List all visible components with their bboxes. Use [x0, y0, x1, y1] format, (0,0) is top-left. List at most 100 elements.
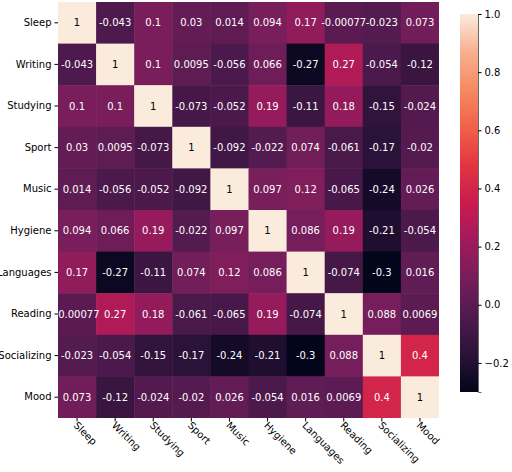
cell-label: 0.03 — [180, 17, 202, 28]
y-tick-mark — [55, 314, 59, 315]
heatmap-cell — [58, 335, 97, 377]
cell-label: 0.17 — [295, 17, 317, 28]
cell-label: -0.054 — [99, 350, 131, 361]
y-tick: Languages — [0, 267, 58, 278]
colorbar-tick: 1.0 — [478, 9, 500, 20]
y-tick-mark — [55, 355, 59, 356]
cell-label: 0.12 — [295, 184, 317, 195]
heatmap-cell — [96, 293, 135, 335]
cell-label: 0.0069 — [402, 309, 437, 320]
cell-label: -0.17 — [369, 142, 395, 153]
colorbar-tick-label: −0.2 — [485, 358, 509, 369]
cell-label: 1 — [341, 309, 347, 320]
cell-label: -0.27 — [102, 267, 128, 278]
heatmap-cell — [325, 44, 364, 86]
heatmap-cell — [96, 168, 135, 210]
heatmap-cell — [210, 335, 249, 377]
heatmap-cell — [58, 376, 97, 418]
heatmap-cell — [401, 293, 439, 335]
x-tick-label: Music — [224, 420, 252, 448]
y-tick: Sleep — [24, 17, 58, 28]
x-tick: Writing — [110, 418, 143, 453]
x-tick-label: Sport — [186, 420, 213, 447]
heatmap-cell — [363, 2, 402, 44]
heatmap-cell — [172, 210, 211, 252]
heatmap-cell — [134, 293, 173, 335]
cell-label: -0.17 — [178, 350, 204, 361]
cell-label: -0.061 — [328, 142, 360, 153]
cell-label: -0.054 — [404, 225, 436, 236]
x-tick-label: Studying — [148, 420, 187, 459]
x-tick-label: Mood — [415, 420, 442, 447]
heatmap-cell — [172, 85, 211, 127]
cell-label: 1 — [417, 392, 423, 403]
cell-label: 0.026 — [215, 392, 244, 403]
x-tick-label: Hygiene — [262, 420, 299, 457]
heatmap-cell — [287, 210, 326, 252]
cell-label: 0.27 — [333, 59, 355, 70]
heatmap-cell — [363, 210, 402, 252]
heatmap-cell — [401, 2, 439, 44]
cell-label: 1 — [226, 184, 232, 195]
y-tick-label: Sport — [25, 142, 52, 153]
cell-label: -0.043 — [99, 17, 131, 28]
y-tick-mark — [55, 189, 59, 190]
heatmap-cell — [210, 168, 249, 210]
cell-label: -0.023 — [61, 350, 93, 361]
cell-label: 1 — [74, 17, 80, 28]
y-tick-mark — [55, 64, 59, 65]
colorbar-tick-mark — [478, 14, 482, 15]
cell-label: -0.15 — [369, 101, 395, 112]
y-tick-label: Mood — [24, 391, 51, 402]
colorbar — [460, 14, 478, 392]
cell-label: 0.097 — [253, 184, 282, 195]
heatmap-cell — [287, 335, 326, 377]
cell-label: -0.3 — [296, 350, 316, 361]
heatmap-cell — [363, 168, 402, 210]
cell-label: -0.02 — [178, 392, 204, 403]
x-tick: Studying — [148, 418, 187, 459]
heatmap-cell — [363, 127, 402, 169]
colorbar-tick-mark — [478, 130, 482, 131]
heatmap-cell — [58, 168, 97, 210]
cell-label: -0.02 — [407, 142, 433, 153]
heatmap-cell — [401, 252, 439, 294]
colorbar-tick-label: 0.0 — [485, 299, 501, 310]
chart: 1-0.0430.10.030.0140.0940.17-0.00077-0.0… — [0, 0, 512, 472]
colorbar-tick-label: 0.4 — [485, 183, 501, 194]
cell-label: 0.18 — [333, 101, 355, 112]
heatmap-cell — [210, 252, 249, 294]
cell-label: -0.052 — [137, 184, 169, 195]
colorbar-tick: 0.6 — [478, 125, 500, 136]
cell-label: -0.15 — [140, 350, 166, 361]
cell-label: -0.073 — [175, 101, 207, 112]
cell-label: 0.026 — [406, 184, 435, 195]
x-tick: Mood — [415, 418, 442, 447]
cell-label: 1 — [112, 59, 118, 70]
heatmap-cell — [401, 44, 439, 86]
cell-label: -0.022 — [251, 142, 283, 153]
heatmap-cell — [58, 252, 97, 294]
y-tick: Reading — [11, 308, 58, 319]
heatmap-cell — [363, 293, 402, 335]
heatmap-cell — [287, 2, 326, 44]
y-tick-label: Studying — [7, 100, 51, 111]
heatmap-cell — [96, 127, 135, 169]
heatmap-cell — [249, 293, 288, 335]
heatmap-cell — [172, 168, 211, 210]
cell-label: 1 — [264, 225, 270, 236]
y-tick-label: Music — [23, 183, 51, 194]
y-tick: Writing — [16, 59, 58, 70]
heatmap-cell — [210, 2, 249, 44]
y-tick-label: Sleep — [24, 17, 52, 28]
heatmap-cell — [134, 252, 173, 294]
heatmap-cell — [134, 44, 173, 86]
cell-label: 0.1 — [69, 101, 85, 112]
colorbar-tick-label: 0.8 — [485, 67, 501, 78]
cell-label: 0.066 — [253, 59, 282, 70]
cell-label: -0.024 — [404, 101, 436, 112]
cell-label: 0.12 — [218, 267, 240, 278]
heatmap-cell — [58, 2, 97, 44]
cell-label: 0.03 — [66, 142, 88, 153]
x-tick: Sport — [186, 418, 213, 446]
